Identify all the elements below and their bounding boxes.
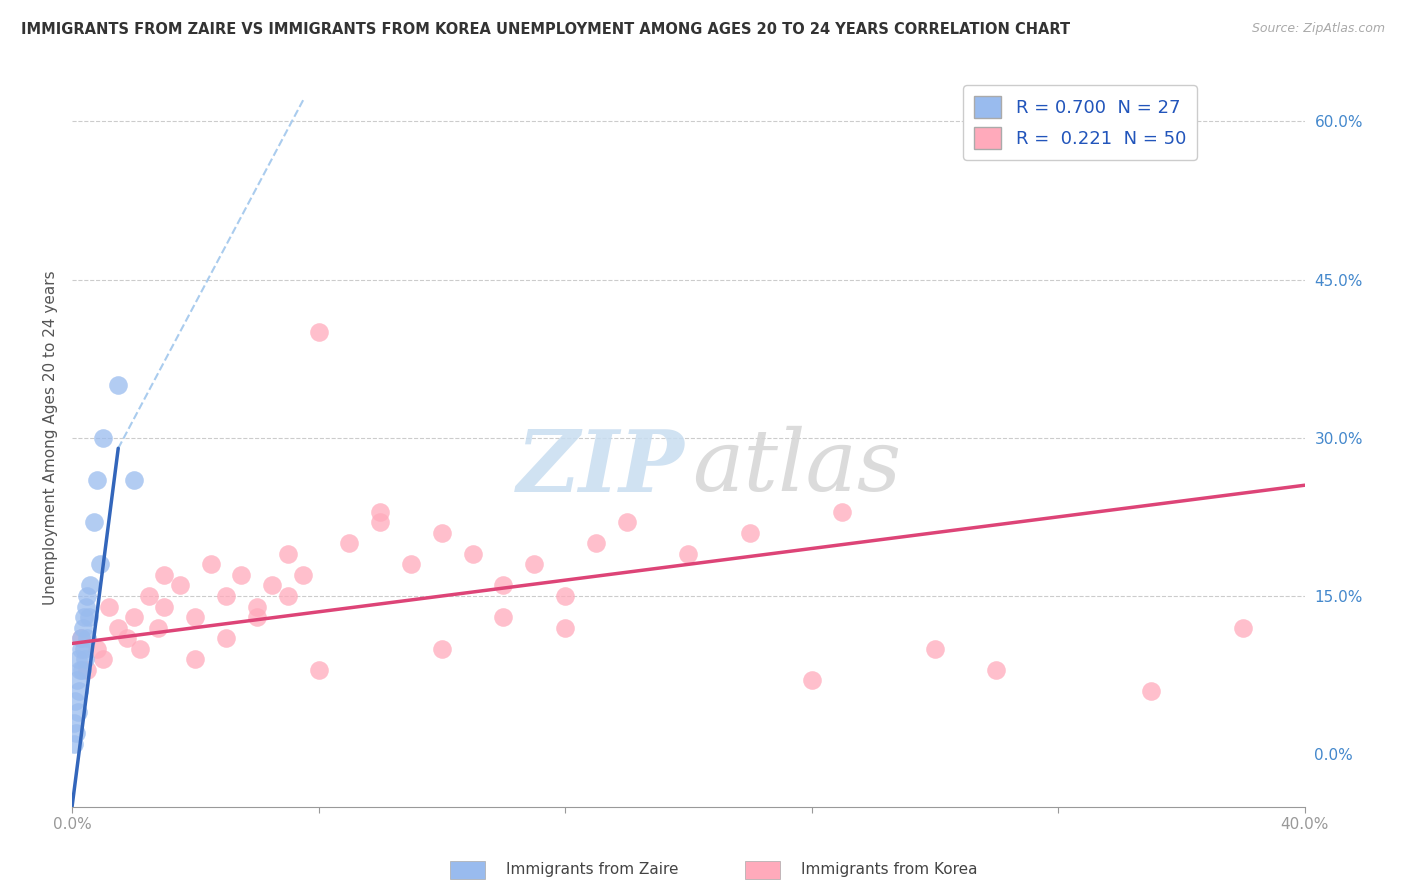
Point — [67, 652, 90, 666]
Point — [69, 663, 91, 677]
Point — [66, 673, 89, 688]
Point — [554, 589, 576, 603]
Point — [738, 525, 761, 540]
Point — [200, 558, 222, 572]
Point — [831, 505, 853, 519]
Point — [399, 558, 422, 572]
Point — [73, 652, 96, 666]
Point — [79, 578, 101, 592]
Point — [70, 663, 93, 677]
Point — [585, 536, 607, 550]
Point — [800, 673, 823, 688]
Point — [986, 663, 1008, 677]
Point — [86, 473, 108, 487]
Point — [69, 641, 91, 656]
Text: atlas: atlas — [692, 426, 901, 508]
Point — [616, 515, 638, 529]
Point — [292, 568, 315, 582]
Point — [153, 599, 176, 614]
Point — [430, 641, 453, 656]
Point — [91, 652, 114, 666]
Point — [117, 631, 139, 645]
Point — [277, 589, 299, 603]
Point — [148, 621, 170, 635]
Point — [86, 641, 108, 656]
Point — [308, 325, 330, 339]
Point — [231, 568, 253, 582]
Point — [368, 515, 391, 529]
Point — [73, 610, 96, 624]
Point — [1139, 684, 1161, 698]
Point — [246, 610, 269, 624]
Point — [98, 599, 121, 614]
Point — [523, 558, 546, 572]
Point — [337, 536, 360, 550]
Point — [492, 610, 515, 624]
Point — [184, 652, 207, 666]
Point — [65, 726, 87, 740]
Point — [76, 589, 98, 603]
Text: Immigrants from Zaire: Immigrants from Zaire — [506, 863, 679, 877]
Point — [277, 547, 299, 561]
Y-axis label: Unemployment Among Ages 20 to 24 years: Unemployment Among Ages 20 to 24 years — [44, 270, 58, 605]
Point — [107, 621, 129, 635]
Point — [430, 525, 453, 540]
Point — [308, 663, 330, 677]
Point — [678, 547, 700, 561]
Point — [215, 631, 238, 645]
Point — [91, 431, 114, 445]
Point — [924, 641, 946, 656]
Point — [554, 621, 576, 635]
Point — [122, 473, 145, 487]
Point — [492, 578, 515, 592]
Legend: R = 0.700  N = 27, R =  0.221  N = 50: R = 0.700 N = 27, R = 0.221 N = 50 — [963, 85, 1197, 160]
Point — [63, 694, 86, 708]
Point — [70, 631, 93, 645]
Point — [63, 715, 86, 730]
Point — [246, 599, 269, 614]
Point — [368, 505, 391, 519]
Point — [215, 589, 238, 603]
Point — [153, 568, 176, 582]
Point — [461, 547, 484, 561]
Point — [62, 737, 84, 751]
Text: Immigrants from Korea: Immigrants from Korea — [801, 863, 979, 877]
Point — [184, 610, 207, 624]
Point — [83, 515, 105, 529]
Point — [262, 578, 284, 592]
Point — [76, 631, 98, 645]
Point — [66, 705, 89, 719]
Point — [75, 599, 97, 614]
Point — [72, 621, 94, 635]
Point — [70, 631, 93, 645]
Point — [76, 663, 98, 677]
Point — [122, 610, 145, 624]
Point — [128, 641, 150, 656]
Text: IMMIGRANTS FROM ZAIRE VS IMMIGRANTS FROM KOREA UNEMPLOYMENT AMONG AGES 20 TO 24 : IMMIGRANTS FROM ZAIRE VS IMMIGRANTS FROM… — [21, 22, 1070, 37]
Point — [89, 558, 111, 572]
Point — [77, 610, 100, 624]
Text: ZIP: ZIP — [517, 425, 685, 509]
Point — [1232, 621, 1254, 635]
Point — [107, 378, 129, 392]
Point — [138, 589, 160, 603]
Point — [67, 684, 90, 698]
Point — [169, 578, 191, 592]
Text: Source: ZipAtlas.com: Source: ZipAtlas.com — [1251, 22, 1385, 36]
Point — [73, 641, 96, 656]
